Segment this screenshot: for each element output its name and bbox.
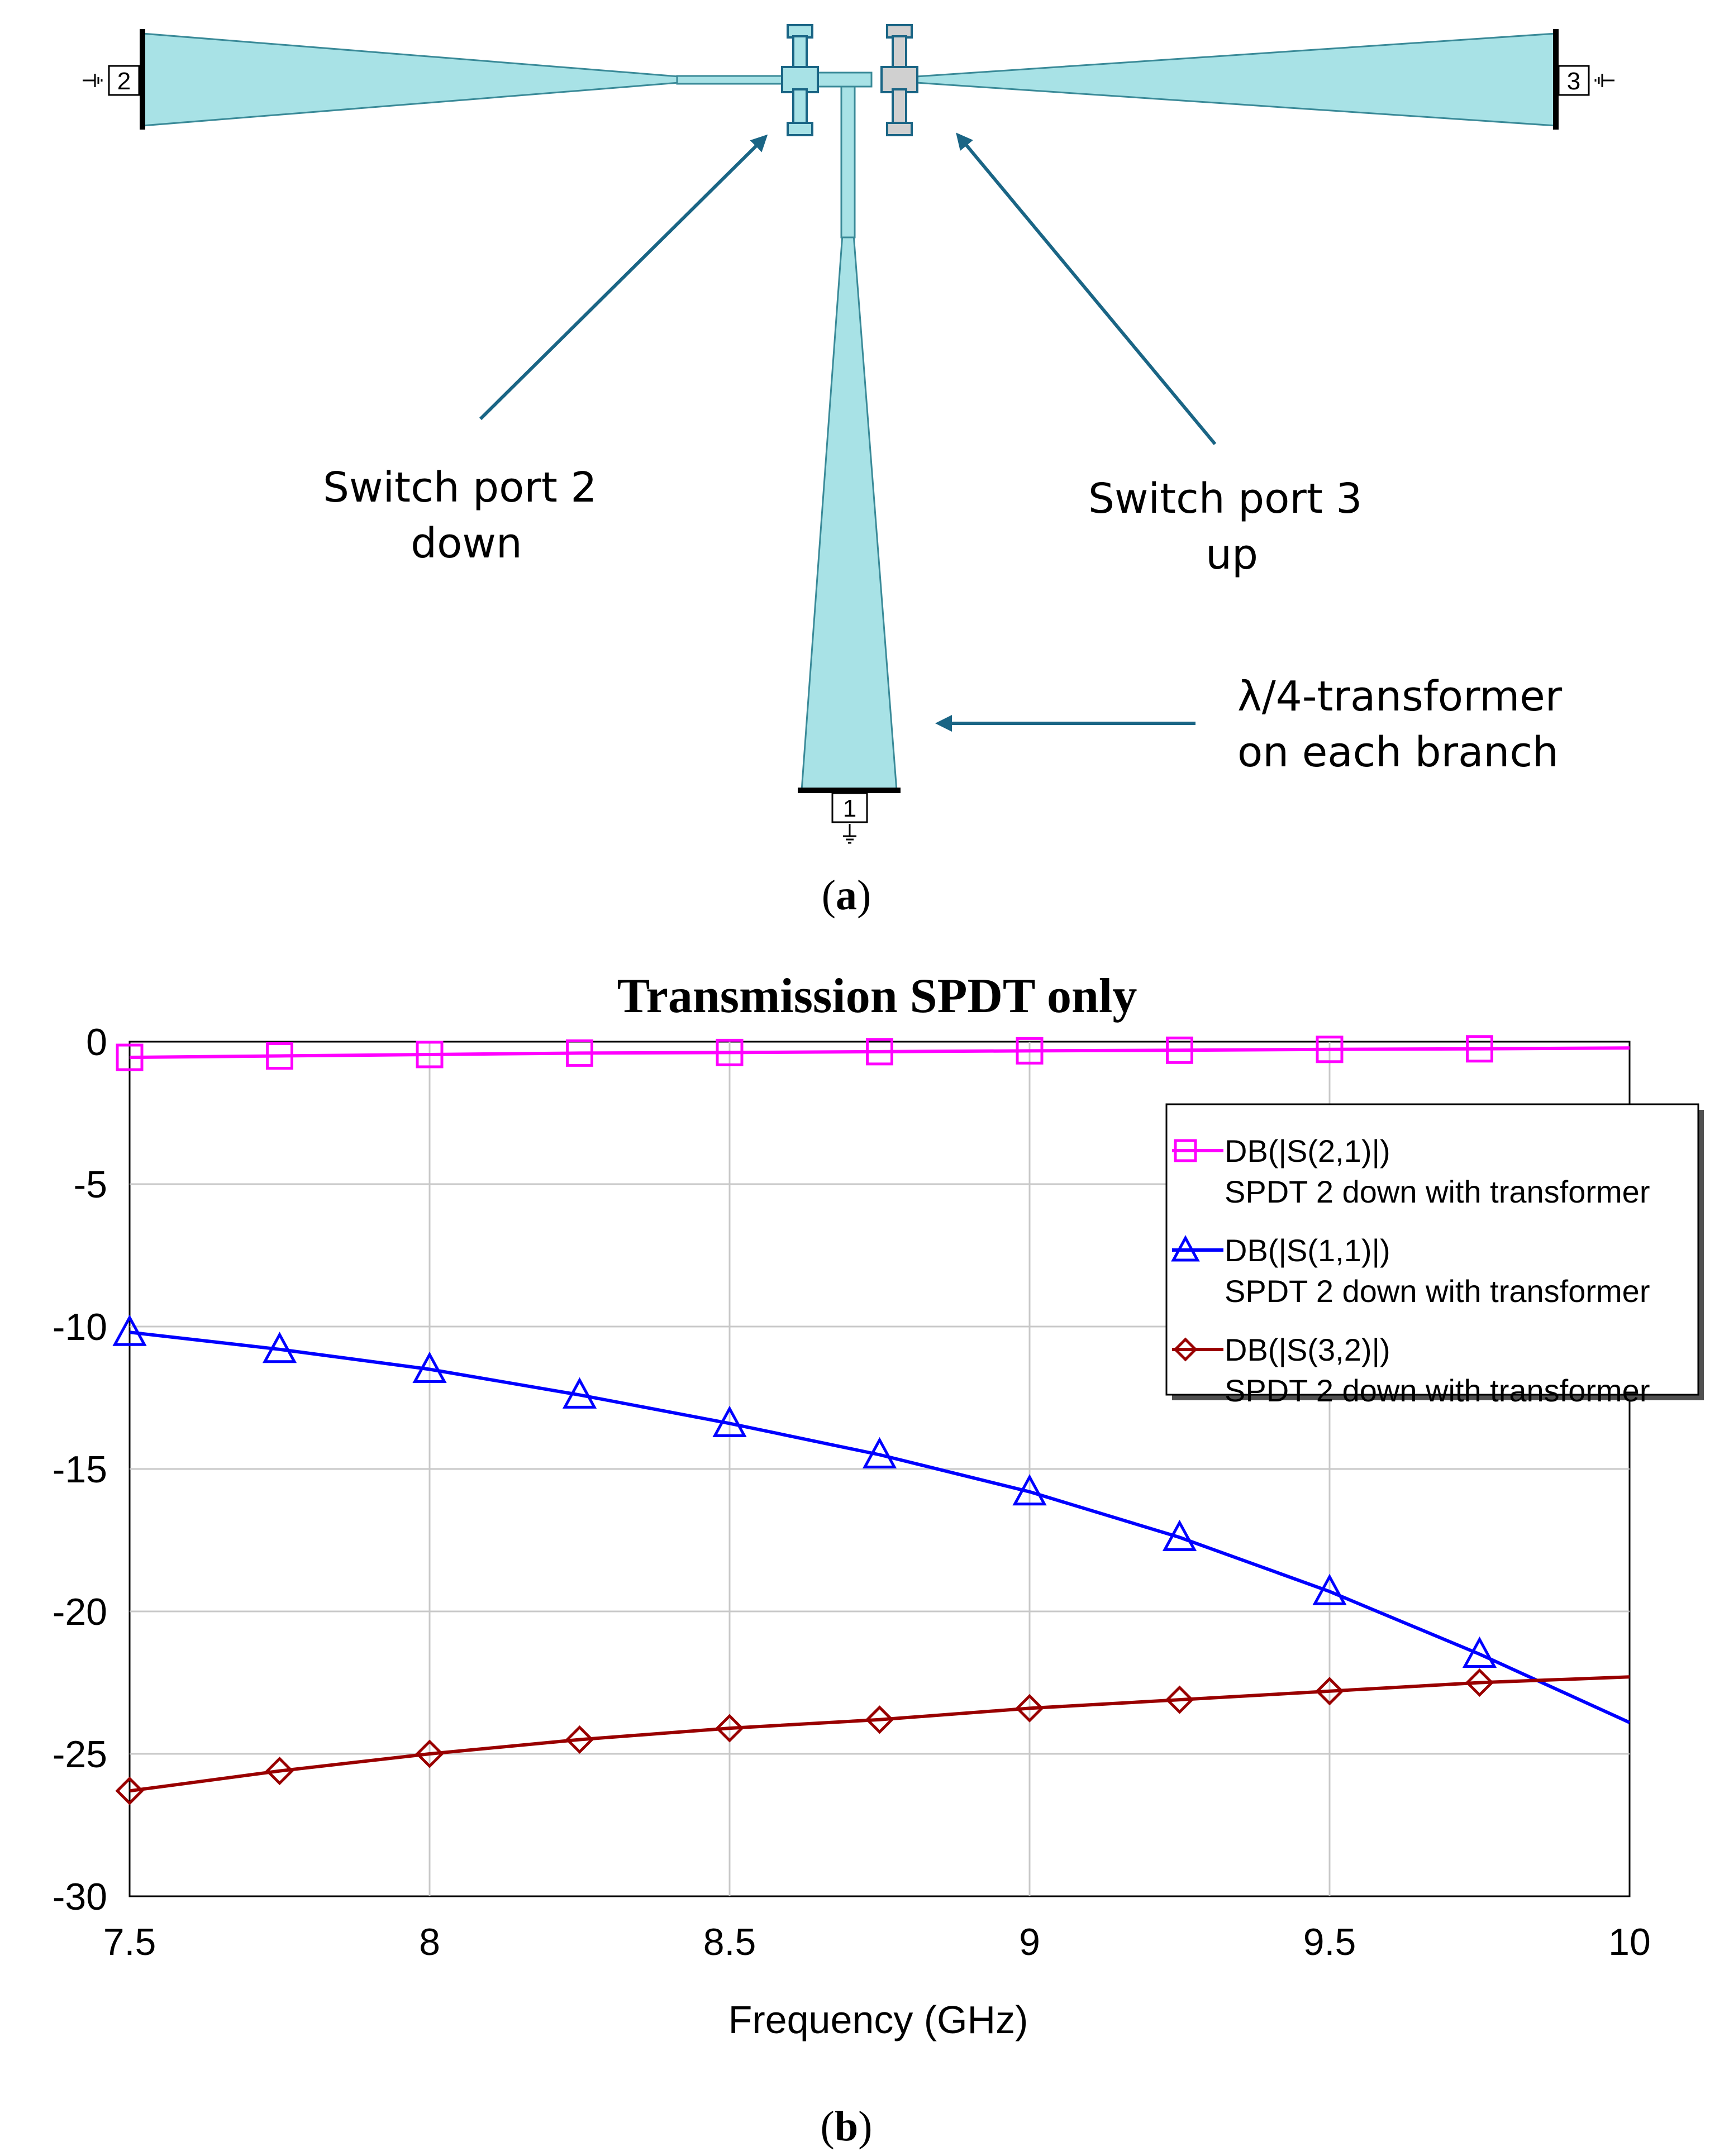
data-point bbox=[1315, 1677, 1344, 1706]
arrow-port2 bbox=[479, 134, 768, 421]
label-port2: Switch port 2 down bbox=[323, 464, 610, 567]
legend-series-name: DB(|S(1,1)|) bbox=[1225, 1233, 1390, 1268]
series-line bbox=[129, 1046, 1630, 1060]
x-axis-label: Frequency (GHz) bbox=[728, 1998, 1028, 2041]
data-point bbox=[712, 1405, 747, 1437]
data-point bbox=[1165, 1685, 1194, 1714]
layout-diagram: 2 3 1 bbox=[83, 24, 1614, 919]
y-tick-label: -20 bbox=[53, 1591, 107, 1633]
data-point bbox=[416, 1041, 444, 1069]
data-point bbox=[1015, 1694, 1044, 1723]
caption-b: (b) bbox=[821, 2103, 873, 2150]
port2-taper-trace bbox=[141, 32, 680, 127]
data-point bbox=[266, 1042, 293, 1070]
x-tick-label: 8 bbox=[419, 1921, 440, 1963]
data-point bbox=[1162, 1519, 1197, 1551]
chart: Transmission SPDT only 0 -5 -10 -15 -20 -25 -3… bbox=[53, 969, 1704, 2150]
ground-icon bbox=[843, 824, 856, 844]
data-point bbox=[1462, 1636, 1497, 1668]
data-point bbox=[565, 1725, 594, 1754]
series-line bbox=[129, 1330, 1631, 1724]
data-point bbox=[265, 1757, 294, 1786]
port2-box: 2 bbox=[83, 65, 140, 96]
legend-series-subtitle: SPDT 2 down with transformer bbox=[1225, 1373, 1650, 1408]
data-point bbox=[1465, 1668, 1494, 1697]
data-point bbox=[862, 1437, 897, 1468]
data-point bbox=[866, 1038, 893, 1066]
data-point bbox=[715, 1714, 744, 1743]
grid bbox=[130, 1042, 1630, 1896]
chart-title: Transmission SPDT only bbox=[617, 969, 1137, 1023]
series-3 bbox=[115, 1668, 1630, 1805]
data-point bbox=[116, 1043, 144, 1071]
svg-text:1: 1 bbox=[843, 795, 856, 822]
switch-port3 bbox=[880, 24, 918, 136]
legend-series-subtitle: SPDT 2 down with transformer bbox=[1225, 1174, 1650, 1209]
x-tick-label: 10 bbox=[1608, 1921, 1651, 1963]
legend-item: DB(|S(2,1)|) SPDT 2 down with transformer bbox=[1172, 1133, 1650, 1209]
data-point bbox=[262, 1332, 297, 1363]
y-tick-label: -10 bbox=[53, 1306, 107, 1348]
data-point bbox=[1016, 1037, 1044, 1065]
svg-text:2: 2 bbox=[117, 68, 131, 95]
y-tick-label: -5 bbox=[74, 1163, 107, 1206]
data-point bbox=[1012, 1474, 1047, 1506]
legend-box bbox=[1165, 1103, 1699, 1396]
port3-box: 3 bbox=[1557, 65, 1614, 96]
y-tick-label: -25 bbox=[53, 1733, 107, 1776]
data-point bbox=[566, 1039, 593, 1067]
series-line bbox=[129, 1675, 1630, 1793]
port1-box: 1 bbox=[831, 792, 868, 844]
data-point bbox=[716, 1038, 744, 1066]
data-point bbox=[1316, 1036, 1344, 1063]
x-tick-label: 9.5 bbox=[1303, 1921, 1356, 1963]
series-2 bbox=[112, 1314, 1631, 1724]
arrow-port3 bbox=[956, 132, 1217, 445]
data-point bbox=[1174, 1139, 1197, 1162]
legend-series-name: DB(|S(3,2)|) bbox=[1225, 1332, 1390, 1367]
legend-item: DB(|S(3,2)|) SPDT 2 down with transformer bbox=[1172, 1332, 1650, 1408]
data-point bbox=[1173, 1337, 1198, 1362]
legend: DB(|S(2,1)|) SPDT 2 down with transformer… bbox=[1165, 1103, 1704, 1408]
x-tick-label: 7.5 bbox=[103, 1921, 156, 1963]
label-port3: Switch port 3 up bbox=[1088, 475, 1375, 579]
label-transformer: λ/4-transformer on each branch bbox=[1237, 672, 1575, 776]
legend-item: DB(|S(1,1)|) SPDT 2 down with transformer bbox=[1171, 1233, 1650, 1309]
y-axis: 0 -5 -10 -15 -20 -25 -30 bbox=[53, 1021, 107, 1918]
t-junction bbox=[815, 71, 873, 88]
y-tick-label: -15 bbox=[53, 1448, 107, 1491]
y-tick-label: -30 bbox=[53, 1876, 107, 1918]
port1-taper-trace bbox=[801, 233, 898, 791]
data-point bbox=[1166, 1036, 1193, 1064]
data-point bbox=[115, 1776, 144, 1805]
ground-icon bbox=[83, 74, 103, 87]
data-point bbox=[865, 1705, 894, 1734]
data-point bbox=[1171, 1235, 1200, 1262]
ground-icon bbox=[1594, 74, 1614, 87]
series-layer bbox=[112, 1035, 1631, 1805]
y-tick-label: 0 bbox=[86, 1021, 107, 1063]
data-point bbox=[415, 1739, 444, 1768]
series-1 bbox=[116, 1035, 1630, 1071]
legend-series-name: DB(|S(2,1)|) bbox=[1225, 1133, 1390, 1168]
x-tick-label: 8.5 bbox=[703, 1921, 756, 1963]
x-tick-label: 9 bbox=[1019, 1921, 1040, 1963]
switch-port2 bbox=[781, 24, 819, 136]
feed-line-vertical bbox=[840, 80, 856, 239]
data-point bbox=[412, 1351, 447, 1383]
feed-line-left bbox=[676, 75, 790, 85]
data-point bbox=[112, 1314, 147, 1346]
data-point bbox=[1466, 1035, 1493, 1063]
legend-series-subtitle: SPDT 2 down with transformer bbox=[1225, 1273, 1650, 1309]
data-point bbox=[562, 1377, 597, 1409]
svg-text:3: 3 bbox=[1567, 68, 1580, 95]
port3-taper-trace bbox=[915, 32, 1557, 127]
x-axis: 7.5 8 8.5 9 9.5 10 bbox=[103, 1921, 1651, 1963]
data-point bbox=[1312, 1573, 1347, 1605]
caption-a: (a) bbox=[822, 872, 871, 919]
